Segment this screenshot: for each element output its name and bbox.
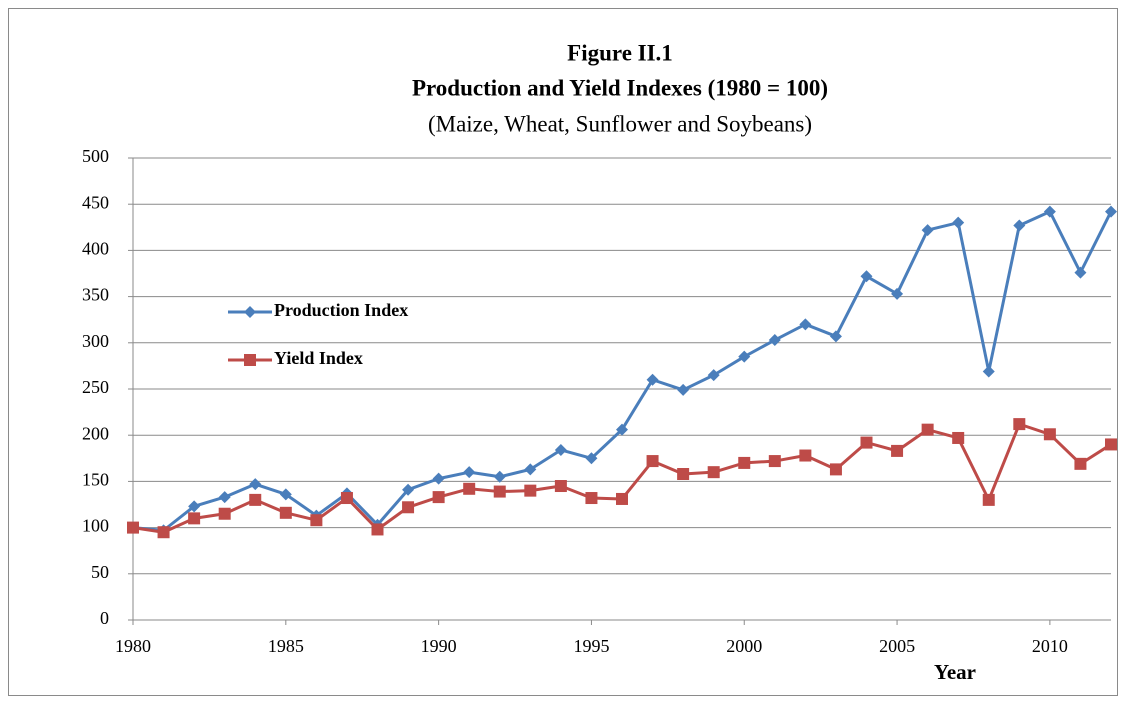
- marker: [432, 472, 445, 485]
- marker: [1043, 205, 1056, 218]
- marker: [707, 466, 720, 479]
- marker: [188, 512, 201, 525]
- marker: [891, 287, 904, 300]
- legend-marker: [244, 306, 256, 318]
- marker: [1074, 266, 1087, 279]
- marker: [677, 383, 690, 396]
- marker: [249, 493, 262, 506]
- marker: [249, 478, 262, 491]
- marker: [860, 270, 873, 283]
- marker: [371, 523, 384, 536]
- marker: [616, 492, 628, 505]
- marker: [1013, 418, 1026, 431]
- marker: [279, 488, 292, 501]
- chart-note: (Maize, Wheat, Sunflower and Soybeans): [428, 111, 812, 136]
- marker: [463, 482, 476, 495]
- y-tick-label: 200: [82, 423, 109, 443]
- marker: [921, 423, 934, 436]
- x-tick-label: 1990: [421, 636, 457, 656]
- x-tick-label: 1980: [115, 636, 151, 656]
- y-tick-label: 400: [82, 239, 109, 259]
- marker: [768, 455, 781, 468]
- marker: [891, 444, 904, 457]
- marker: [279, 506, 292, 519]
- y-tick-label: 150: [82, 470, 109, 490]
- marker: [768, 334, 781, 347]
- x-tick-label: 2000: [726, 636, 762, 656]
- x-tick-label: 2010: [1032, 636, 1068, 656]
- x-axis-label: Year: [934, 660, 976, 684]
- marker: [646, 373, 659, 386]
- y-tick-label: 0: [100, 608, 109, 628]
- marker: [1043, 428, 1056, 441]
- marker: [463, 466, 476, 479]
- y-tick-label: 350: [82, 285, 109, 305]
- marker: [799, 318, 812, 331]
- marker: [1105, 205, 1117, 218]
- chart-border: [8, 8, 1118, 696]
- marker: [829, 463, 842, 476]
- y-tick-label: 300: [82, 331, 109, 351]
- marker: [310, 514, 323, 527]
- x-tick-label: 2005: [879, 636, 915, 656]
- marker: [218, 507, 231, 520]
- marker: [524, 463, 537, 476]
- marker: [677, 468, 690, 481]
- marker: [921, 224, 934, 237]
- marker: [646, 455, 659, 468]
- marker: [127, 521, 139, 534]
- marker: [432, 491, 445, 504]
- y-tick-label: 450: [82, 192, 109, 212]
- legend-label: Production Index: [274, 300, 408, 320]
- marker: [952, 216, 965, 229]
- marker: [493, 485, 506, 498]
- y-tick-label: 50: [91, 562, 109, 582]
- marker: [952, 431, 965, 444]
- chart-title: Figure II.1: [567, 40, 673, 65]
- y-tick-label: 500: [82, 146, 109, 166]
- marker: [524, 484, 537, 497]
- marker: [188, 500, 201, 513]
- marker: [585, 452, 598, 465]
- marker: [1105, 438, 1117, 451]
- y-tick-label: 100: [82, 516, 109, 536]
- legend-marker: [244, 354, 256, 366]
- marker: [402, 501, 415, 514]
- marker: [554, 480, 567, 493]
- marker: [157, 526, 170, 539]
- marker: [402, 483, 415, 496]
- marker: [585, 492, 598, 505]
- marker: [738, 350, 751, 363]
- marker: [554, 443, 567, 456]
- marker: [616, 423, 628, 436]
- marker: [218, 491, 231, 504]
- x-tick-label: 1985: [268, 636, 304, 656]
- marker: [829, 330, 842, 343]
- marker: [707, 369, 720, 382]
- legend-label: Yield Index: [274, 348, 363, 368]
- marker: [1013, 219, 1026, 232]
- y-tick-label: 250: [82, 377, 109, 397]
- marker: [493, 470, 506, 483]
- chart-subtitle: Production and Yield Indexes (1980 = 100…: [412, 75, 828, 100]
- marker: [1074, 457, 1087, 470]
- marker: [860, 436, 873, 449]
- marker: [982, 365, 995, 378]
- x-tick-label: 1995: [573, 636, 609, 656]
- marker: [340, 492, 353, 505]
- marker: [738, 456, 751, 469]
- marker: [982, 493, 995, 506]
- marker: [799, 449, 812, 462]
